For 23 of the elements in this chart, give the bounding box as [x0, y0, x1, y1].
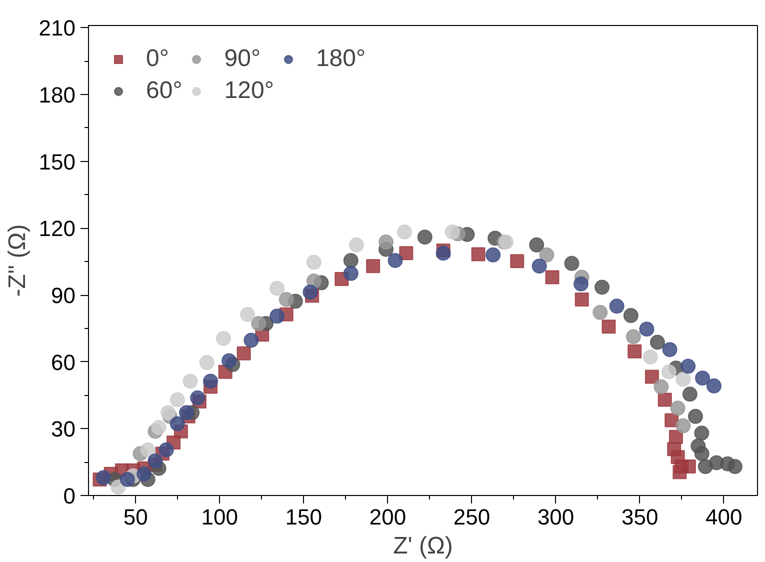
y-tick-label: 150: [38, 149, 76, 174]
y-tick-label: 210: [38, 16, 76, 41]
y-tick-label: 60: [51, 350, 76, 375]
x-tick-label: 350: [621, 504, 658, 530]
x-tick-label: 100: [201, 504, 238, 530]
y-tick-label: 30: [51, 416, 76, 442]
y-axis-title: -Z'' (Ω): [4, 224, 31, 297]
x-tick-label: 300: [537, 504, 574, 530]
legend-label: 0°: [146, 45, 169, 73]
legend-label: 60°: [146, 77, 182, 105]
x-tick-label: 250: [453, 504, 490, 530]
y-tick-label: 90: [51, 283, 76, 308]
legend-label: 180°: [316, 45, 366, 73]
x-tick-label: 400: [706, 504, 742, 530]
x-tick-label: 50: [123, 504, 148, 530]
legend-label: 90°: [224, 45, 261, 73]
x-axis-title: Z' (Ω): [393, 532, 453, 560]
x-tick-label: 150: [285, 504, 322, 530]
y-tick-label: 0: [63, 484, 76, 508]
y-tick-label: 120: [38, 216, 76, 242]
legend-label: 120°: [224, 77, 274, 105]
y-tick-label: 180: [38, 82, 76, 108]
x-tick-label: 200: [369, 504, 406, 530]
